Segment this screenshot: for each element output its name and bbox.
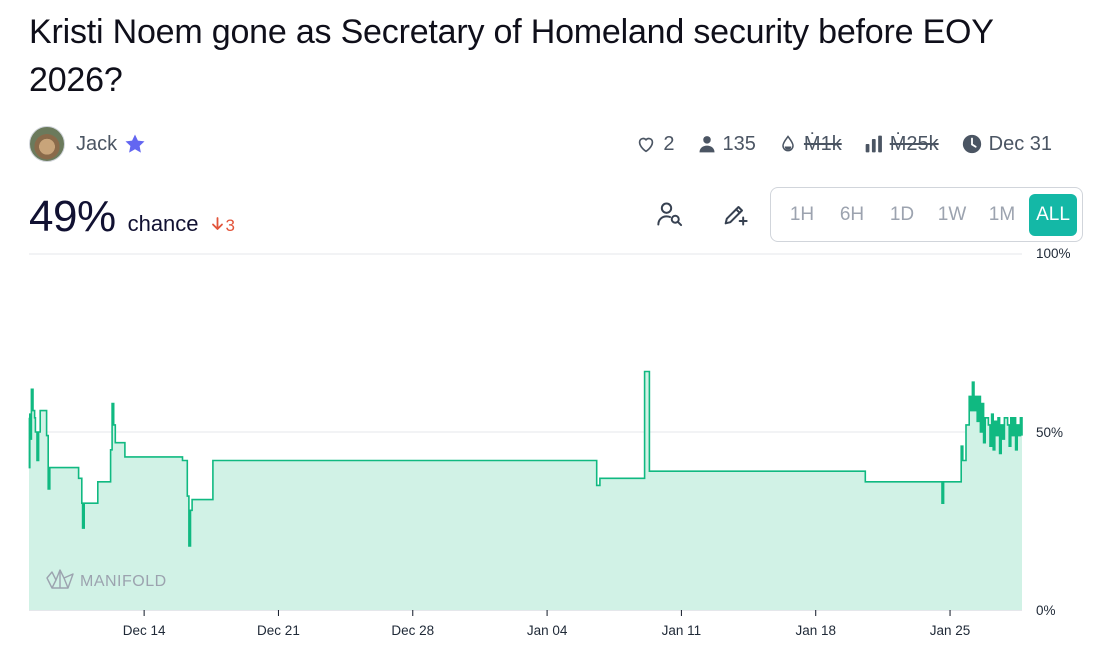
y-tick-label: 0%: [1036, 603, 1056, 618]
likes-stat[interactable]: 2: [635, 132, 675, 156]
question-title: Kristi Noem gone as Secretary of Homelan…: [29, 13, 994, 99]
liquidity-amount: Ṁ1k: [803, 132, 842, 155]
probability-change-value: 3: [225, 216, 235, 235]
heart-icon: [639, 137, 654, 153]
traders-stat[interactable]: 135: [697, 133, 756, 156]
range-1d-button[interactable]: 1D: [889, 203, 915, 225]
time-range-selector: 1H 6H 1D 1W 1M ALL: [770, 187, 1083, 242]
volume-stat[interactable]: Ṁ25k: [864, 133, 939, 156]
range-1w-button[interactable]: 1W: [937, 203, 967, 225]
probability-area: [29, 371, 1022, 610]
y-tick-label: 100%: [1036, 246, 1071, 261]
user-search-icon: [657, 202, 683, 227]
close-date-stat[interactable]: Dec 31: [961, 133, 1052, 156]
star-icon: [125, 134, 145, 153]
bar-chart-icon: [865, 135, 882, 153]
clock-icon: [962, 134, 981, 154]
probability-line: [28, 370, 1023, 547]
manifold-logo-icon: [46, 569, 74, 589]
x-tick-label: Jan 18: [795, 623, 836, 638]
chart-svg[interactable]: 100% 50% 0% Dec 14 Dec 21 Dec 28 Jan 04 Jan …: [0, 240, 1104, 646]
close-date: Dec 31: [988, 132, 1052, 155]
range-6h-button[interactable]: 6H: [839, 203, 865, 225]
traders-count: 135: [722, 132, 756, 155]
arrow-down-icon: [211, 217, 223, 230]
add-comment-button[interactable]: [719, 198, 751, 230]
liquidity-stat[interactable]: Ṁ1k: [778, 133, 842, 156]
probability-value: 49%: [29, 192, 116, 241]
watermark-text: MANIFOLD: [80, 573, 167, 590]
range-all-button[interactable]: ALL: [1029, 193, 1077, 236]
author-info[interactable]: Jack: [29, 125, 147, 163]
x-tick-label: Dec 14: [123, 623, 166, 638]
y-tick-label: 50%: [1036, 425, 1063, 440]
pencil-plus-icon: [724, 206, 748, 226]
market-stats: 2 135 Ṁ1k Ṁ25k Dec 31: [635, 128, 1052, 160]
range-1m-button[interactable]: 1M: [988, 203, 1016, 225]
user-avatar[interactable]: [29, 126, 65, 162]
probability-chart[interactable]: 100% 50% 0% Dec 14 Dec 21 Dec 28 Jan 04 Jan …: [0, 240, 1104, 646]
manifold-watermark: MANIFOLD: [46, 569, 167, 590]
x-tick-label: Jan 04: [527, 623, 568, 638]
x-tick-label: Dec 28: [391, 623, 434, 638]
likes-count: 2: [663, 132, 675, 155]
range-1h-button[interactable]: 1H: [789, 203, 815, 225]
author-name[interactable]: Jack: [76, 132, 118, 155]
probability-display: 49% chance 3: [29, 192, 235, 242]
view-traders-button[interactable]: [654, 198, 686, 230]
probability-change: 3: [211, 216, 235, 236]
x-tick-label: Jan 11: [662, 623, 702, 638]
x-tick-label: Jan 25: [930, 623, 971, 638]
x-tick-label: Dec 21: [257, 623, 300, 638]
volume-amount: Ṁ25k: [889, 132, 939, 155]
probability-label: chance: [127, 211, 199, 236]
droplet-icon: [782, 135, 794, 152]
user-icon: [699, 136, 715, 153]
